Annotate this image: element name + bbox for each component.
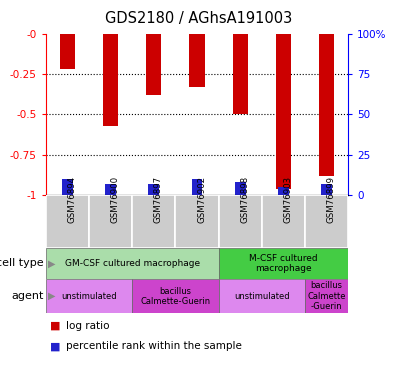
Text: GM-CSF cultured macrophage: GM-CSF cultured macrophage (64, 259, 200, 268)
Bar (105, 184, 116, 195)
Text: bacillus
Calmette-Guerin: bacillus Calmette-Guerin (140, 286, 211, 306)
Text: GSM76902: GSM76902 (197, 176, 206, 223)
Text: GSM76897: GSM76897 (154, 176, 163, 223)
Bar (219, 248, 348, 279)
Bar (321, 184, 332, 195)
Bar (103, 34, 118, 126)
Text: cell type: cell type (0, 258, 44, 268)
Text: GDS2180 / AGhsA191003: GDS2180 / AGhsA191003 (105, 11, 293, 26)
Bar (132, 279, 219, 313)
Text: log ratio: log ratio (66, 321, 109, 331)
Bar (60, 34, 75, 69)
Text: ■: ■ (50, 341, 60, 351)
Bar (176, 195, 219, 248)
Text: unstimulated: unstimulated (61, 292, 117, 301)
Bar (46, 279, 132, 313)
Bar (146, 34, 161, 95)
Bar (233, 34, 248, 114)
Bar (132, 195, 176, 248)
Bar (276, 34, 291, 189)
Text: percentile rank within the sample: percentile rank within the sample (66, 341, 242, 351)
Bar (62, 179, 73, 195)
Bar (189, 34, 205, 87)
Text: agent: agent (12, 291, 44, 301)
Text: GSM76894: GSM76894 (67, 176, 76, 223)
Bar (278, 187, 289, 195)
Text: ▶: ▶ (48, 291, 55, 301)
Text: M-CSF cultured
macrophage: M-CSF cultured macrophage (249, 254, 318, 273)
Bar (219, 195, 262, 248)
Text: unstimulated: unstimulated (234, 292, 290, 301)
Bar (305, 279, 348, 313)
Text: bacillus
Calmette
-Guerin: bacillus Calmette -Guerin (307, 281, 346, 311)
Bar (148, 184, 159, 195)
Bar (235, 182, 246, 195)
Text: GSM76899: GSM76899 (327, 176, 336, 223)
Text: ▶: ▶ (48, 258, 55, 268)
Bar (191, 179, 203, 195)
Bar (89, 195, 132, 248)
Text: GSM76898: GSM76898 (240, 176, 249, 223)
Text: GSM76900: GSM76900 (111, 176, 119, 223)
Bar (305, 195, 348, 248)
Text: GSM76903: GSM76903 (283, 176, 293, 223)
Text: ■: ■ (50, 321, 60, 331)
Bar (219, 279, 305, 313)
Bar (319, 34, 334, 176)
Bar (46, 195, 89, 248)
Bar (262, 195, 305, 248)
Bar (46, 248, 219, 279)
